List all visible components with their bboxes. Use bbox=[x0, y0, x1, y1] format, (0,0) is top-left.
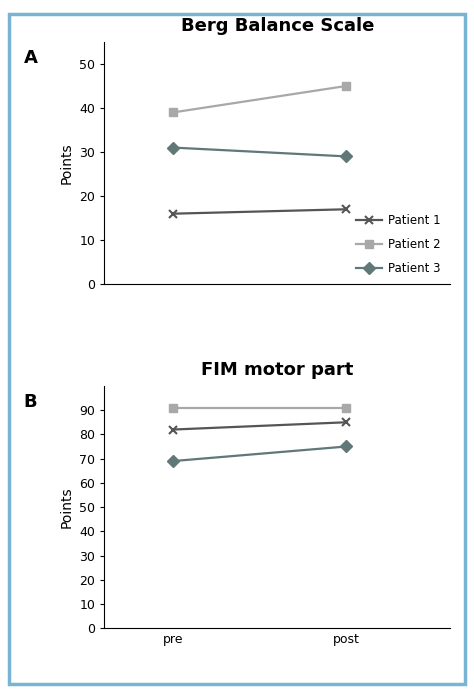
Line: Patient 3: Patient 3 bbox=[169, 443, 351, 465]
Line: Patient 2: Patient 2 bbox=[169, 82, 351, 117]
Title: Berg Balance Scale: Berg Balance Scale bbox=[181, 17, 374, 35]
Patient 2 bbox=[344, 403, 349, 412]
Patient 2 bbox=[171, 403, 176, 412]
Title: FIM motor part: FIM motor part bbox=[201, 361, 354, 379]
Line: Patient 3: Patient 3 bbox=[169, 143, 351, 161]
Patient 1 bbox=[344, 418, 349, 426]
Legend: Patient 1, Patient 2, Patient 3: Patient 1, Patient 2, Patient 3 bbox=[353, 211, 445, 279]
Line: Patient 1: Patient 1 bbox=[169, 418, 351, 433]
Patient 1 bbox=[344, 205, 349, 214]
Patient 2 bbox=[171, 108, 176, 117]
Patient 1 bbox=[171, 209, 176, 218]
Patient 3 bbox=[344, 152, 349, 161]
Patient 2 bbox=[344, 82, 349, 90]
Line: Patient 2: Patient 2 bbox=[169, 403, 351, 412]
Patient 3 bbox=[344, 443, 349, 451]
Y-axis label: Points: Points bbox=[60, 142, 73, 184]
Patient 3 bbox=[171, 456, 176, 465]
Text: A: A bbox=[24, 49, 37, 67]
Text: B: B bbox=[24, 393, 37, 411]
Patient 1 bbox=[171, 425, 176, 433]
Line: Patient 1: Patient 1 bbox=[169, 205, 351, 218]
Y-axis label: Points: Points bbox=[60, 487, 73, 528]
Patient 3 bbox=[171, 143, 176, 151]
